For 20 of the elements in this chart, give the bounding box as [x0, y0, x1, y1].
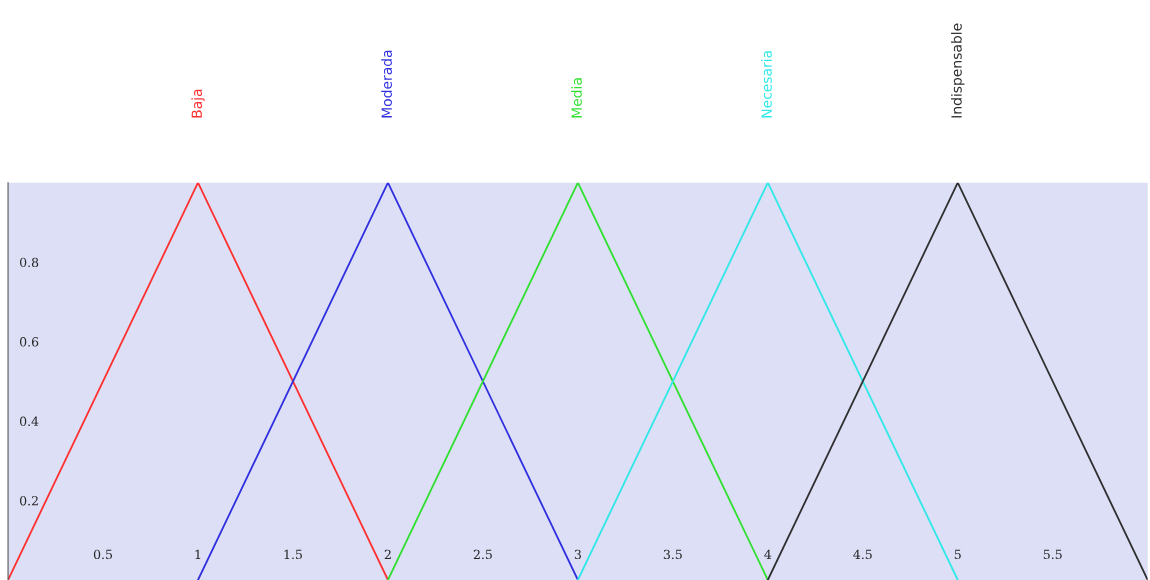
x-tick-label: 5.5: [1043, 549, 1062, 560]
x-tick-label: 5: [954, 549, 961, 560]
y-tick-label: 0.4: [19, 416, 39, 427]
x-tick-label: 1: [195, 549, 201, 559]
x-tick-label: 2.5: [473, 549, 492, 560]
x-tick-label: 4.5: [853, 549, 872, 560]
y-tick-label: 0.8: [19, 257, 39, 268]
text: Moderada: [381, 50, 392, 118]
y-tick-label: 0.2: [19, 496, 38, 506]
text: Media: [571, 78, 582, 118]
x-tick-label: 2: [384, 549, 391, 559]
x-tick-label: 4: [764, 549, 772, 559]
text: Indispensable: [951, 23, 965, 118]
x-tick-label: 1.5: [284, 549, 302, 560]
x-tick-label: 3: [574, 549, 581, 560]
text: Necesaria: [761, 51, 772, 118]
x-tick-label: 0.5: [93, 549, 112, 560]
text: Baja: [191, 89, 205, 118]
x-tick-label: 3.5: [663, 549, 682, 560]
y-tick-label: 0.6: [19, 337, 39, 347]
